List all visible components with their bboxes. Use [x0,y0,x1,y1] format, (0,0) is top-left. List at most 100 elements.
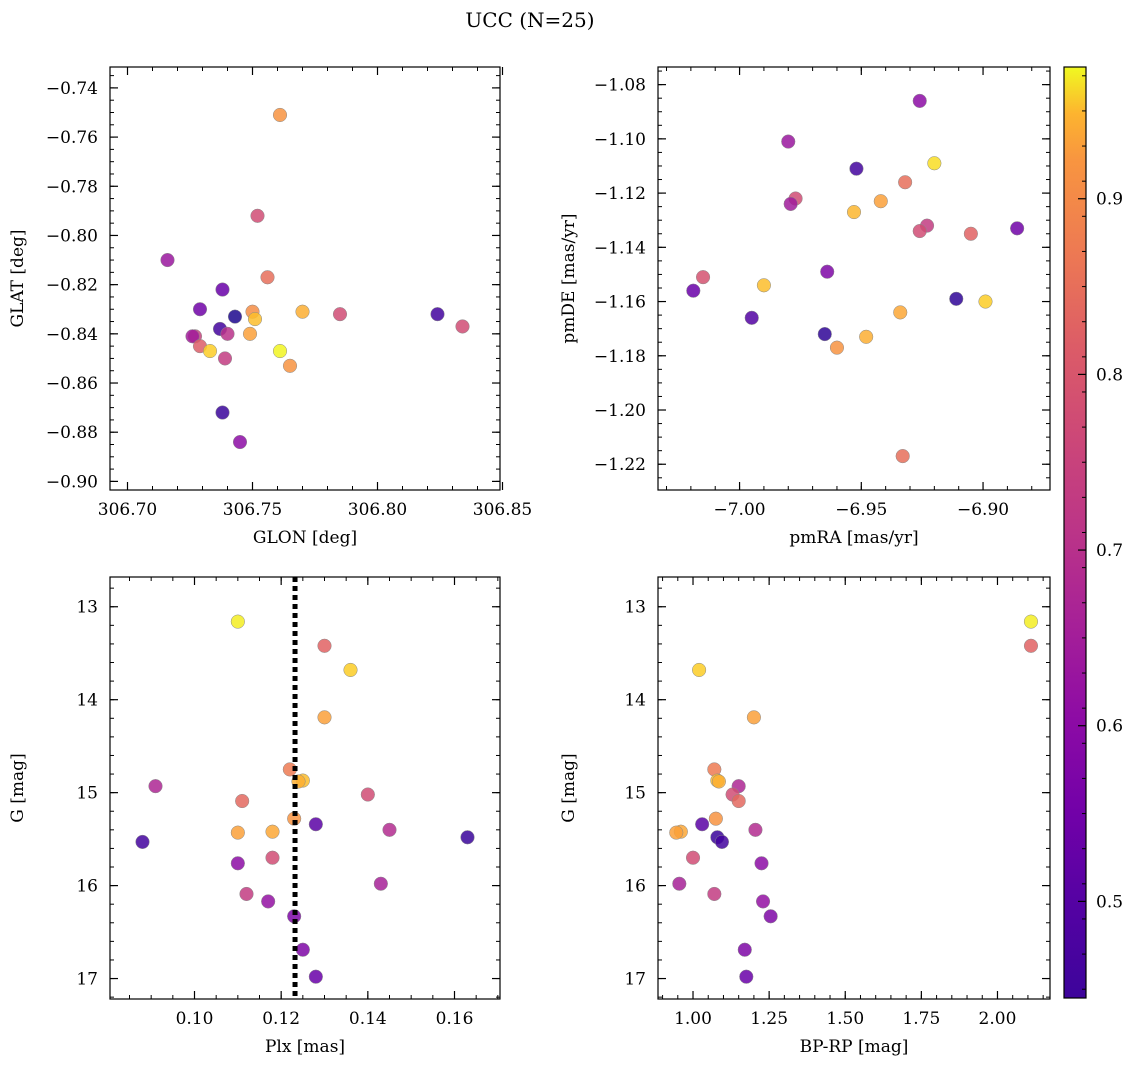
y-tick-label: 15 [76,784,98,804]
y-tick-label: −0.86 [46,374,98,394]
colorbar-tick-label: 0.8 [1096,365,1123,385]
y-tick-label: 14 [624,691,646,711]
y-tick-label: −1.18 [594,347,646,367]
data-point [748,822,763,837]
data-point [669,825,684,840]
y-tick-label: 16 [76,877,98,897]
y-tick-label: 13 [624,598,646,618]
panel-glon-glat: 306.70 306.75 306.80 306.85 −0.90 −0.88 −0.86 −… [8,66,532,548]
data-point [846,205,862,220]
data-point [949,291,964,306]
x-tick-label: 306.80 [348,500,407,520]
data-point [695,270,711,285]
data-point [202,343,218,359]
data-point [272,343,288,359]
colorbar-ticks: 0.5 0.6 0.7 0.8 0.9 [1078,75,1123,990]
y-tick-label: 15 [624,784,646,804]
data-point [242,326,258,341]
data-point [893,305,908,320]
x-axis-label: pmRA [mas/yr] [789,528,918,548]
data-point [332,307,348,322]
x-tick-label: 0.14 [349,1009,387,1029]
plot-frame [109,66,501,491]
data-point [1023,638,1039,653]
scatter-points [669,614,1039,984]
x-tick-label: −7.00 [714,500,766,520]
data-point [343,662,358,678]
data-point [829,340,845,355]
data-point [308,817,323,832]
y-tick-label: 14 [76,691,98,711]
scatter-points [135,614,475,984]
x-tick-label: −6.95 [835,500,887,520]
x-tick-label: 306.75 [223,500,282,520]
data-point [820,264,835,279]
x-tick-label: 306.70 [98,500,157,520]
axis-ticks [658,577,1050,999]
data-point [295,942,310,957]
data-point [265,824,280,839]
x-tick-label: 1.50 [826,1009,864,1029]
data-point [763,909,778,924]
y-tick-label: −1.12 [594,184,646,204]
data-point [239,886,254,902]
data-point [373,876,388,891]
y-tick-label: −1.10 [594,130,646,150]
y-tick-label: −0.74 [46,79,98,99]
y-tick-label: 16 [624,877,646,897]
data-point [135,834,150,849]
y-tick-label: 13 [76,598,98,618]
panel-plx-g: 0.10 0.12 0.14 0.16 13 14 15 16 17 Plx [mas] G [ma… [8,576,501,1057]
y-axis-label: GLAT [deg] [8,229,28,327]
data-point [912,223,927,239]
y-tick-label: −0.84 [46,325,98,345]
data-point [1010,221,1025,236]
y-tick-label: −1.16 [594,293,646,313]
x-tick-label: 0.16 [436,1009,474,1029]
y-tick-label: −0.82 [46,276,98,296]
data-point [927,156,942,171]
panel-pmra-pmde: −7.00 −6.95 −6.90 −1.22 −1.20 −1.18 −1.16 −1.14… [559,66,1051,548]
data-point [261,894,276,909]
data-point [360,787,375,802]
data-point [898,175,913,190]
x-tick-label: 1.25 [750,1009,788,1029]
x-axis-label: Plx [mas] [265,1037,345,1057]
data-point [260,270,275,285]
data-point [781,134,796,149]
y-tick-label: −1.22 [594,455,646,475]
scatter-points [160,107,470,450]
plot-frame [657,576,1051,1000]
data-point [746,710,761,725]
data-point [148,779,163,794]
data-point [232,434,248,450]
data-point [707,886,722,902]
y-tick-label: −1.20 [594,401,646,421]
colorbar-tick-label: 0.9 [1096,190,1123,210]
data-point [686,283,701,298]
data-point [744,310,759,325]
data-point [317,710,332,725]
plot-frame [109,576,501,1000]
x-axis-label: BP-RP [mag] [800,1037,909,1057]
data-point [978,294,993,309]
panel-bprp-g: 1.00 1.25 1.50 1.75 2.00 13 14 15 16 17 BP-RP [mag… [559,576,1051,1057]
y-tick-label: −0.80 [46,226,98,246]
data-point [160,253,175,268]
x-tick-label: 0.10 [176,1009,214,1029]
data-point [230,825,245,840]
data-point [455,319,470,334]
figure-title: UCC (N=25) [465,8,594,32]
data-point [817,327,832,342]
y-axis-label: pmDE [mas/yr] [559,213,579,343]
data-point [382,822,397,837]
data-point [1023,614,1039,629]
x-tick-label: 1.00 [674,1009,712,1029]
data-point [737,942,752,957]
scatter-points [686,93,1025,464]
data-point [308,969,323,984]
data-point [711,774,726,789]
data-point [755,894,771,909]
data-point [217,351,233,366]
data-point [230,856,245,871]
